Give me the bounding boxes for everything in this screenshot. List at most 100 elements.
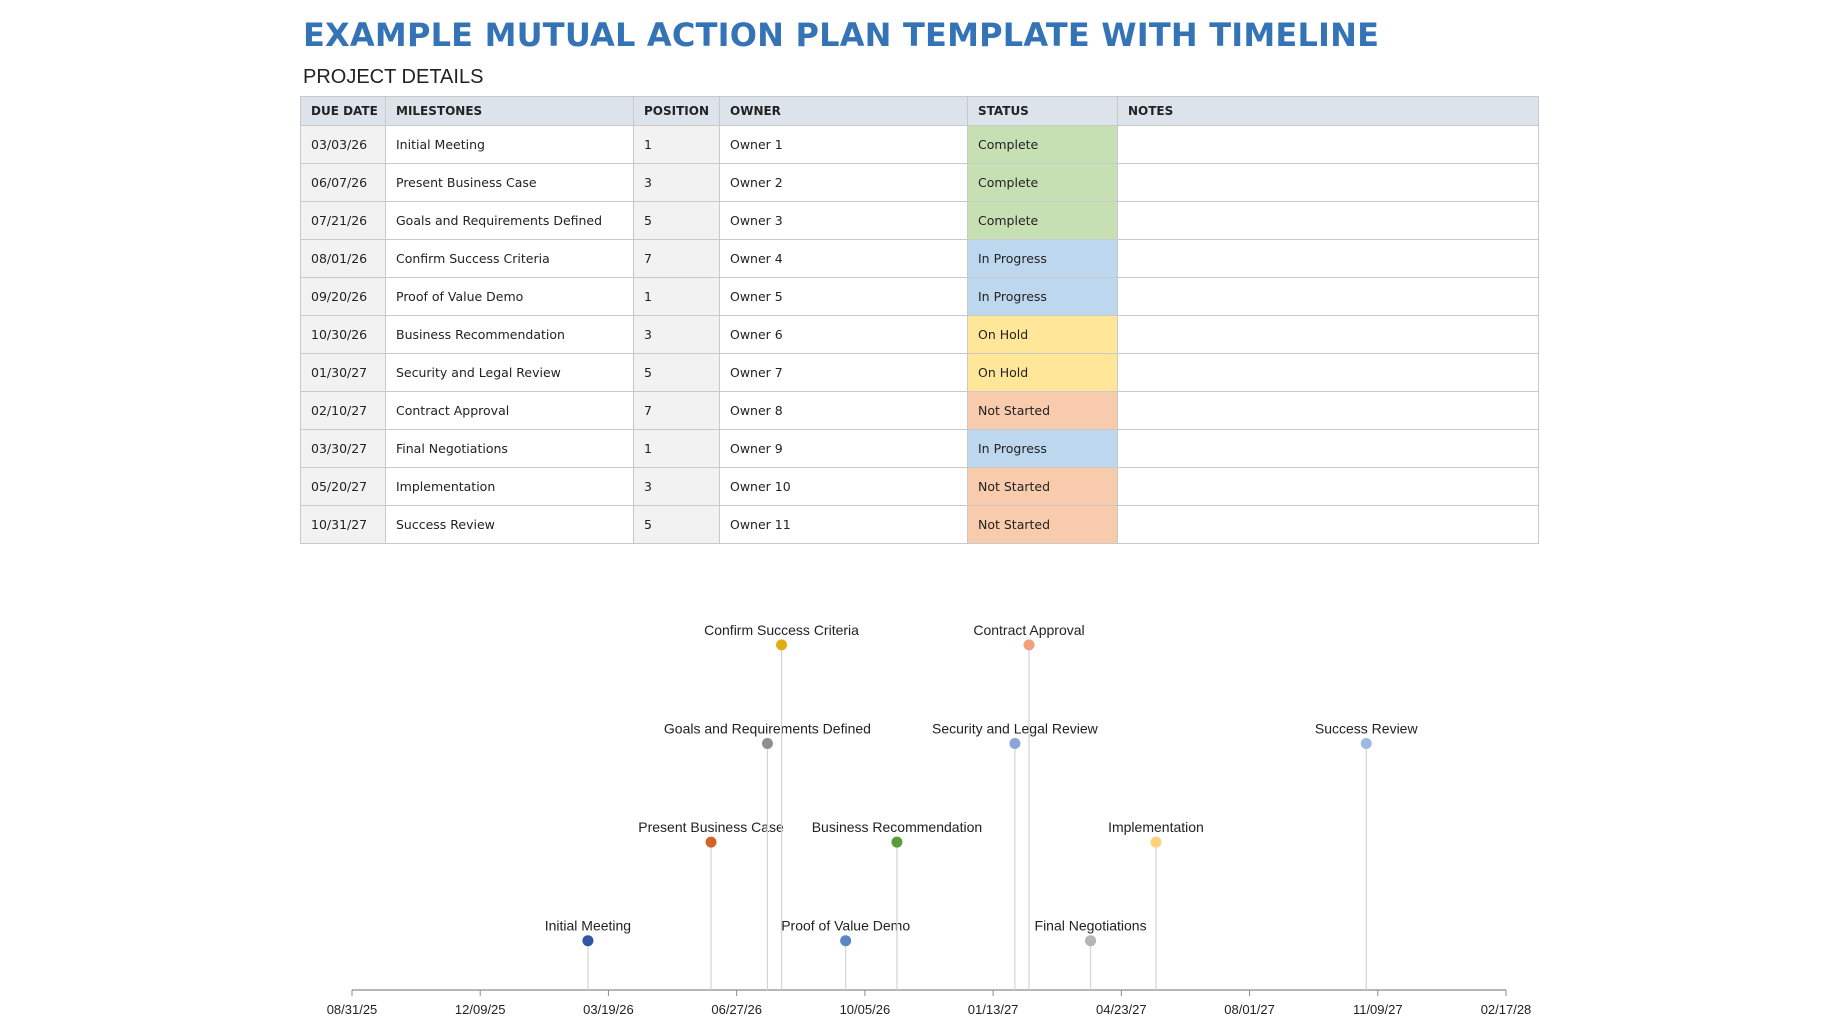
- milestone-marker: [891, 836, 903, 848]
- header-due-date: DUE DATE: [300, 96, 386, 126]
- table-row: 01/30/27 Security and Legal Review 5 Owner …: [300, 353, 1539, 392]
- milestone-label: Initial Meeting: [545, 918, 631, 934]
- due-date-cell[interactable]: 10/31/27: [300, 505, 386, 544]
- table-row: 03/30/27 Final Negotiations 1 Owner 9 In Pro…: [300, 429, 1539, 468]
- notes-cell[interactable]: [1117, 505, 1539, 544]
- page-title: EXAMPLE MUTUAL ACTION PLAN TEMPLATE WITH…: [303, 16, 1380, 54]
- status-cell[interactable]: Not Started: [967, 391, 1118, 430]
- due-date-cell[interactable]: 10/30/26: [300, 315, 386, 354]
- milestone-cell[interactable]: Present Business Case: [385, 163, 634, 202]
- x-tick-label: 10/05/26: [840, 1002, 891, 1017]
- x-tick-label: 08/01/27: [1224, 1002, 1275, 1017]
- due-date-cell[interactable]: 08/01/26: [300, 239, 386, 278]
- milestone-marker: [1023, 639, 1035, 651]
- milestone-cell[interactable]: Confirm Success Criteria: [385, 239, 634, 278]
- x-tick-label: 02/17/28: [1481, 1002, 1532, 1017]
- status-cell[interactable]: In Progress: [967, 429, 1118, 468]
- position-cell[interactable]: 5: [633, 505, 720, 544]
- table-row: 06/07/26 Present Business Case 3 Owner 2 Com…: [300, 163, 1539, 202]
- notes-cell[interactable]: [1117, 125, 1539, 164]
- position-cell[interactable]: 7: [633, 391, 720, 430]
- project-details-table: DUE DATE MILESTONES POSITION OWNER STATU…: [300, 96, 1539, 544]
- notes-cell[interactable]: [1117, 201, 1539, 240]
- milestone-label: Present Business Case: [638, 819, 784, 835]
- due-date-cell[interactable]: 02/10/27: [300, 391, 386, 430]
- x-tick-label: 08/31/25: [327, 1002, 378, 1017]
- status-cell[interactable]: Not Started: [967, 467, 1118, 506]
- milestone-cell[interactable]: Security and Legal Review: [385, 353, 634, 392]
- due-date-cell[interactable]: 03/03/26: [300, 125, 386, 164]
- status-cell[interactable]: In Progress: [967, 239, 1118, 278]
- x-tick-label: 12/09/25: [455, 1002, 506, 1017]
- milestone-label: Security and Legal Review: [932, 721, 1099, 737]
- position-cell[interactable]: 1: [633, 277, 720, 316]
- milestone-label: Final Negotiations: [1035, 918, 1147, 934]
- milestone-marker: [582, 935, 594, 947]
- due-date-cell[interactable]: 06/07/26: [300, 163, 386, 202]
- milestone-label: Success Review: [1315, 721, 1419, 737]
- position-cell[interactable]: 5: [633, 353, 720, 392]
- status-cell[interactable]: On Hold: [967, 315, 1118, 354]
- header-status: STATUS: [967, 96, 1118, 126]
- milestone-cell[interactable]: Contract Approval: [385, 391, 634, 430]
- due-date-cell[interactable]: 09/20/26: [300, 277, 386, 316]
- x-tick-label: 03/19/26: [583, 1002, 634, 1017]
- table-row: 08/01/26 Confirm Success Criteria 7 Owner 4…: [300, 239, 1539, 278]
- milestone-marker: [1150, 836, 1162, 848]
- milestone-label: Contract Approval: [973, 622, 1084, 638]
- owner-cell[interactable]: Owner 9: [719, 429, 968, 468]
- owner-cell[interactable]: Owner 2: [719, 163, 968, 202]
- milestone-cell[interactable]: Success Review: [385, 505, 634, 544]
- status-cell[interactable]: Complete: [967, 163, 1118, 202]
- table-row: 02/10/27 Contract Approval 7 Owner 8 Not Sta…: [300, 391, 1539, 430]
- notes-cell[interactable]: [1117, 391, 1539, 430]
- x-tick-label: 01/13/27: [968, 1002, 1019, 1017]
- owner-cell[interactable]: Owner 5: [719, 277, 968, 316]
- milestone-marker: [1360, 738, 1372, 749]
- milestone-cell[interactable]: Business Recommendation: [385, 315, 634, 354]
- position-cell[interactable]: 1: [633, 429, 720, 468]
- owner-cell[interactable]: Owner 1: [719, 125, 968, 164]
- milestone-cell[interactable]: Proof of Value Demo: [385, 277, 634, 316]
- owner-cell[interactable]: Owner 10: [719, 467, 968, 506]
- header-position: POSITION: [633, 96, 720, 126]
- owner-cell[interactable]: Owner 6: [719, 315, 968, 354]
- milestone-label: Goals and Requirements Defined: [664, 721, 871, 737]
- section-subtitle: PROJECT DETAILS: [303, 66, 484, 88]
- status-cell[interactable]: Complete: [967, 201, 1118, 240]
- status-cell[interactable]: In Progress: [967, 277, 1118, 316]
- due-date-cell[interactable]: 03/30/27: [300, 429, 386, 468]
- position-cell[interactable]: 1: [633, 125, 720, 164]
- status-cell[interactable]: Complete: [967, 125, 1118, 164]
- owner-cell[interactable]: Owner 4: [719, 239, 968, 278]
- table-body: 03/03/26 Initial Meeting 1 Owner 1 Complete 0…: [300, 125, 1539, 544]
- position-cell[interactable]: 3: [633, 467, 720, 506]
- table-row: 09/20/26 Proof of Value Demo 1 Owner 5 In Pr…: [300, 277, 1539, 316]
- milestone-marker: [1009, 738, 1021, 749]
- notes-cell[interactable]: [1117, 163, 1539, 202]
- x-tick-label: 04/23/27: [1096, 1002, 1147, 1017]
- header-owner: OWNER: [719, 96, 968, 126]
- x-tick-label: 11/09/27: [1353, 1002, 1403, 1017]
- due-date-cell[interactable]: 05/20/27: [300, 467, 386, 506]
- milestone-label: Business Recommendation: [812, 819, 982, 835]
- due-date-cell[interactable]: 01/30/27: [300, 353, 386, 392]
- table-row: 07/21/26 Goals and Requirements Defined 5 O…: [300, 201, 1539, 240]
- header-notes: NOTES: [1117, 96, 1539, 126]
- milestone-marker: [761, 738, 773, 749]
- milestone-label: Implementation: [1108, 819, 1204, 835]
- milestone-cell[interactable]: Initial Meeting: [385, 125, 634, 164]
- milestone-marker: [705, 836, 717, 848]
- notes-cell[interactable]: [1117, 429, 1539, 468]
- owner-cell[interactable]: Owner 3: [719, 201, 968, 240]
- owner-cell[interactable]: Owner 7: [719, 353, 968, 392]
- milestone-label: Confirm Success Criteria: [704, 622, 859, 638]
- status-cell[interactable]: Not Started: [967, 505, 1118, 544]
- milestone-marker: [1085, 935, 1097, 947]
- position-cell[interactable]: 7: [633, 239, 720, 278]
- due-date-cell[interactable]: 07/21/26: [300, 201, 386, 240]
- owner-cell[interactable]: Owner 11: [719, 505, 968, 544]
- owner-cell[interactable]: Owner 8: [719, 391, 968, 430]
